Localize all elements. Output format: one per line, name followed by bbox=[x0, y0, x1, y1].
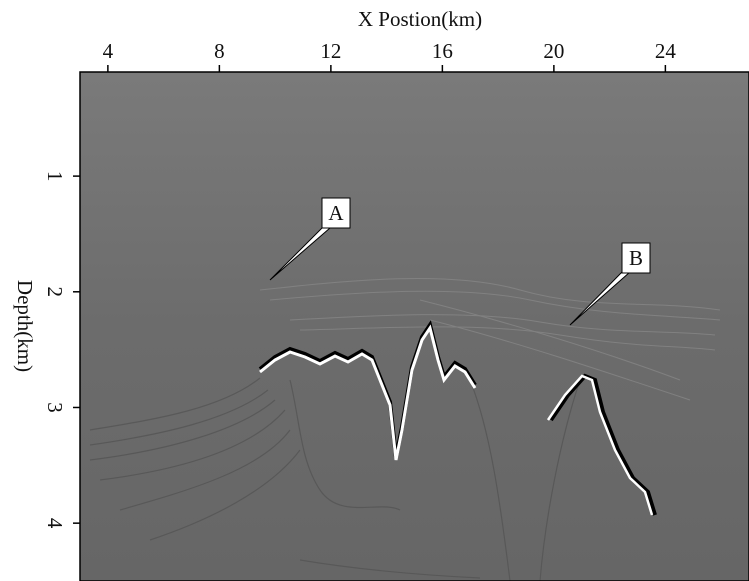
x-tick-label: 24 bbox=[655, 39, 677, 63]
y-axis-label: Depth(km) bbox=[13, 280, 37, 372]
annotation-label: A bbox=[328, 201, 344, 225]
y-tick-label: 3 bbox=[43, 402, 67, 413]
seismic-image bbox=[80, 72, 749, 581]
annotation-label: B bbox=[629, 246, 643, 270]
y-tick-label: 2 bbox=[43, 287, 67, 298]
x-tick-label: 8 bbox=[214, 39, 225, 63]
y-tick-label: 4 bbox=[43, 518, 67, 529]
x-tick-label: 4 bbox=[103, 39, 114, 63]
x-tick-label: 20 bbox=[543, 39, 564, 63]
y-tick-label: 1 bbox=[43, 171, 67, 182]
x-tick-label: 16 bbox=[432, 39, 453, 63]
x-axis-label: X Postion(km) bbox=[358, 7, 482, 31]
figure: X Postion(km) Depth(km) A B 481216202412… bbox=[0, 0, 749, 581]
x-tick-label: 12 bbox=[320, 39, 341, 63]
